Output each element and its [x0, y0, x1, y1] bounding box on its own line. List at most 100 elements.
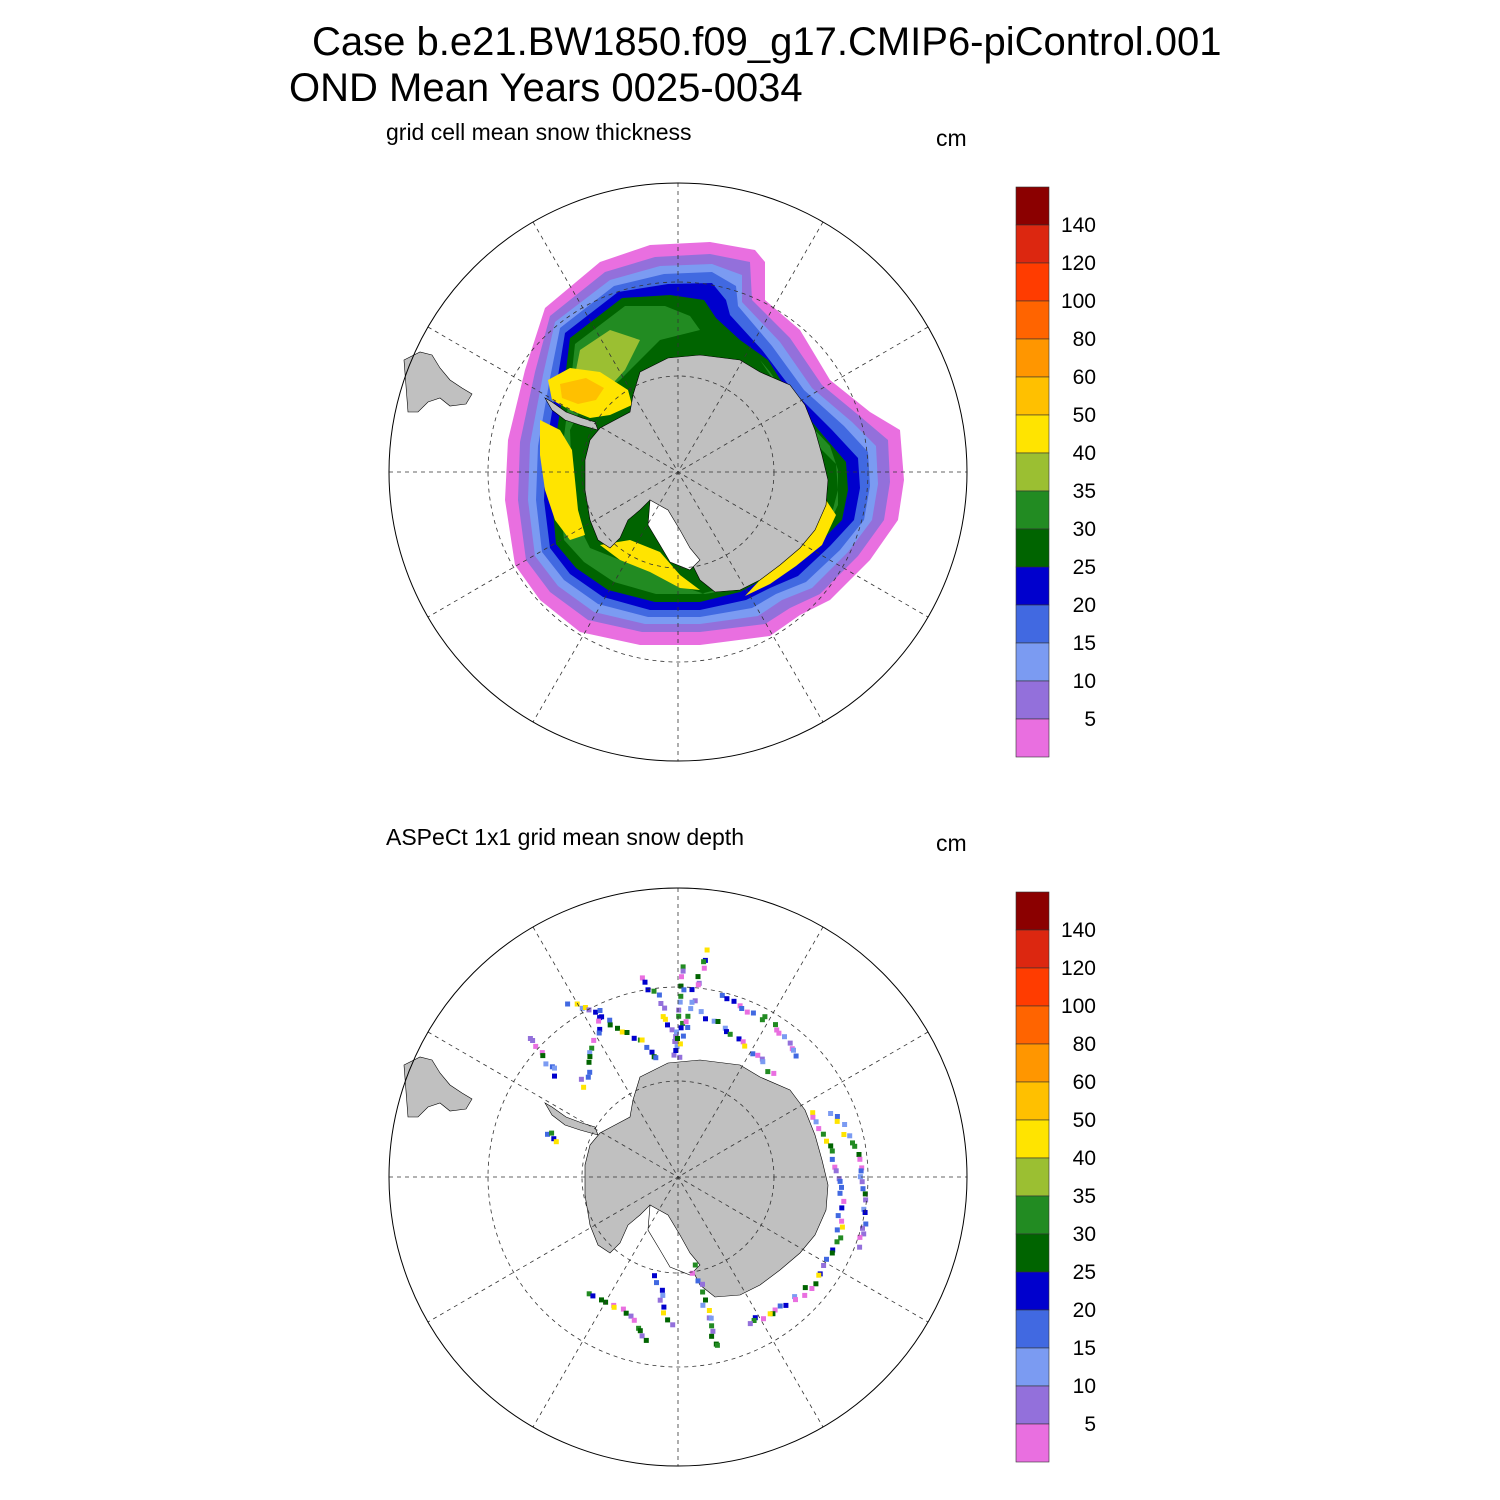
observation-cell: [689, 1270, 695, 1276]
observation-cell: [662, 1016, 668, 1022]
observation-cell: [659, 1287, 665, 1293]
observation-cell: [829, 1148, 835, 1154]
observation-cell: [828, 1143, 834, 1149]
observation-cell: [836, 1176, 842, 1182]
south-america-land: [403, 351, 473, 413]
observation-cell: [549, 1130, 555, 1136]
observation-cell: [631, 1317, 637, 1323]
observation-cell: [677, 999, 683, 1005]
observation-cell: [860, 1186, 866, 1192]
observation-cell: [833, 1168, 839, 1174]
observation-cell: [839, 1224, 845, 1230]
observation-cell: [727, 1031, 733, 1037]
observation-cell: [586, 1291, 592, 1297]
observation-cell: [852, 1143, 858, 1149]
observation-cell: [581, 1084, 587, 1090]
colorbar-swatch: [1015, 1347, 1050, 1387]
colorbar-swatch: [1015, 262, 1050, 302]
observation-cell: [724, 1029, 729, 1035]
observation-cell: [692, 998, 698, 1004]
colorbar-swatch: [1015, 1081, 1050, 1121]
observation-cell: [645, 987, 651, 993]
observation-cell: [858, 1168, 864, 1174]
colorbar-tick-label: 35: [1073, 1185, 1096, 1208]
colorbar-swatch: [1015, 490, 1050, 530]
observation-cell: [830, 1247, 836, 1253]
observation-cell: [623, 1310, 629, 1316]
observation-cell: [810, 1110, 816, 1116]
observation-cell: [653, 1055, 659, 1061]
observation-cell: [540, 1053, 546, 1059]
observation-cell: [739, 1006, 745, 1011]
observation-cell: [677, 1041, 683, 1047]
observation-cell: [631, 1035, 637, 1041]
antarctic-peninsula-2: [544, 1102, 599, 1136]
observation-cell: [539, 1050, 545, 1056]
observation-cell: [832, 1164, 838, 1170]
observation-cell: [863, 1221, 869, 1227]
observation-cell: [639, 1333, 645, 1339]
observation-cell: [578, 1076, 584, 1082]
colorbar-swatch: [1015, 1385, 1050, 1425]
graticule-panel1: [389, 183, 967, 761]
colorbar-swatch: [1015, 929, 1050, 969]
polar-map-panel1: [388, 182, 968, 762]
observation-cell: [700, 1289, 706, 1295]
colorbar-tick-label: 80: [1073, 1033, 1096, 1056]
observation-cell: [591, 1037, 597, 1043]
observation-cell: [834, 1227, 840, 1233]
observation-cell: [700, 1302, 706, 1308]
colorbar-swatch: [1015, 1233, 1050, 1273]
observation-cell: [740, 1039, 746, 1045]
observation-cell: [834, 1239, 840, 1245]
colorbar-tick-label: 60: [1073, 1071, 1096, 1094]
observation-cell: [759, 1017, 765, 1023]
observation-cell: [639, 1037, 645, 1043]
observation-cell: [767, 1311, 773, 1317]
colorbar-swatch: [1015, 1423, 1050, 1463]
observation-cell: [676, 1007, 682, 1013]
observation-cell: [587, 1050, 593, 1056]
observation-cell: [829, 1156, 835, 1162]
observation-cell: [688, 1006, 694, 1012]
observation-cell: [724, 996, 730, 1002]
observation-cell: [709, 1323, 715, 1329]
colorbar-panel1: 140 120 100 80 60 50 40 35 30 25 20 15 10 5: [1015, 186, 1096, 758]
observation-cell: [857, 1156, 863, 1162]
colorbar-swatch: [1015, 1271, 1050, 1311]
colorbar-tick-label: 20: [1073, 594, 1096, 617]
observation-cell: [543, 1061, 549, 1067]
ross-sea-notch: [647, 499, 701, 571]
observation-cell: [706, 1308, 712, 1313]
observation-cell: [787, 1040, 793, 1046]
colorbar-swatch: [1015, 528, 1050, 568]
observation-cell: [736, 1036, 742, 1042]
colorbar-tick-label: 25: [1073, 1261, 1096, 1284]
colorbar-tick-label: 40: [1073, 1147, 1096, 1170]
observation-cell: [611, 1304, 617, 1310]
observation-cell: [765, 1069, 771, 1075]
observation-cell: [678, 993, 684, 999]
observation-cell: [673, 1048, 679, 1053]
colorbar-panel2: 140 120 100 80 60 50 40 35 30 25 20 15 10 5: [1015, 891, 1096, 1463]
observation-cell: [861, 1206, 867, 1212]
observation-cell: [698, 1009, 704, 1015]
observation-cell: [654, 1280, 659, 1286]
snow-band-40-50-weddell: [600, 540, 700, 590]
observation-cell: [837, 1190, 843, 1196]
colorbar-tick-label: 15: [1073, 1337, 1096, 1360]
colorbar-swatch: [1015, 967, 1050, 1007]
observation-cell: [672, 1039, 678, 1044]
observation-cell: [759, 1056, 765, 1062]
observation-cell: [861, 1231, 867, 1237]
observation-cell: [842, 1122, 848, 1127]
observation-cell: [710, 1328, 716, 1334]
observation-cell: [703, 1297, 708, 1303]
colorbar-tick-label: 30: [1073, 518, 1096, 541]
colorbar-tick-label: 20: [1073, 1299, 1096, 1322]
observation-cell: [802, 1285, 808, 1291]
colorbar-tick-label: 25: [1073, 556, 1096, 579]
observation-cell: [665, 1022, 670, 1028]
observation-cell: [676, 1013, 682, 1019]
colorbar-swatch: [1015, 680, 1050, 720]
